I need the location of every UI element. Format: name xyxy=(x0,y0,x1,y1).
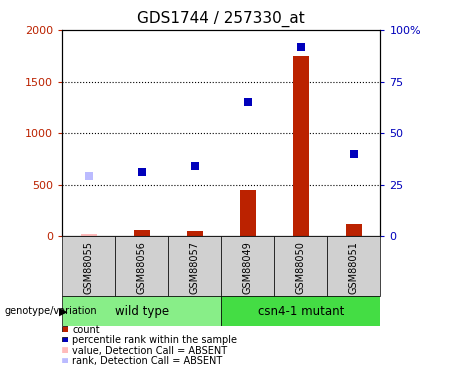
Bar xyxy=(346,224,362,236)
FancyBboxPatch shape xyxy=(168,236,221,296)
Text: GSM88057: GSM88057 xyxy=(190,241,200,294)
Bar xyxy=(293,56,309,236)
Bar xyxy=(81,234,97,236)
Text: value, Detection Call = ABSENT: value, Detection Call = ABSENT xyxy=(72,346,227,355)
Text: genotype/variation: genotype/variation xyxy=(5,306,97,316)
Text: GSM88050: GSM88050 xyxy=(296,241,306,294)
Bar xyxy=(187,231,203,236)
Text: csn4-1 mutant: csn4-1 mutant xyxy=(258,305,344,318)
Title: GDS1744 / 257330_at: GDS1744 / 257330_at xyxy=(137,11,305,27)
Bar xyxy=(240,190,256,236)
FancyBboxPatch shape xyxy=(327,236,380,296)
Text: rank, Detection Call = ABSENT: rank, Detection Call = ABSENT xyxy=(72,356,223,366)
Text: percentile rank within the sample: percentile rank within the sample xyxy=(72,335,237,345)
Bar xyxy=(134,230,150,236)
Text: GSM88049: GSM88049 xyxy=(243,241,253,294)
FancyBboxPatch shape xyxy=(274,236,327,296)
Text: GSM88056: GSM88056 xyxy=(137,241,147,294)
Text: GSM88051: GSM88051 xyxy=(349,241,359,294)
FancyBboxPatch shape xyxy=(221,296,380,326)
FancyBboxPatch shape xyxy=(62,296,221,326)
Text: GSM88055: GSM88055 xyxy=(84,241,94,294)
Text: wild type: wild type xyxy=(115,305,169,318)
FancyBboxPatch shape xyxy=(221,236,274,296)
FancyBboxPatch shape xyxy=(62,236,115,296)
FancyBboxPatch shape xyxy=(115,236,168,296)
Text: ▶: ▶ xyxy=(59,306,67,316)
Text: count: count xyxy=(72,325,100,334)
